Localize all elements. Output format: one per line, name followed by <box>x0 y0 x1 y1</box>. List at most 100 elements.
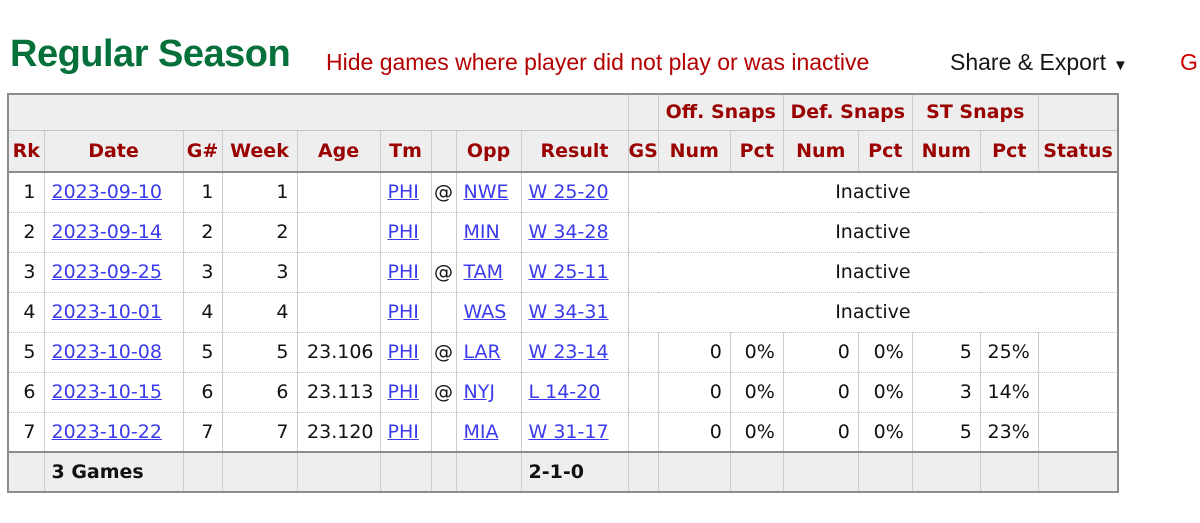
date-link[interactable]: 2023-09-14 <box>51 221 162 243</box>
cell-rk <box>8 451 45 492</box>
cell-week: 2 <box>222 212 298 253</box>
date-link[interactable]: 2023-10-01 <box>51 301 162 323</box>
cell-tm: PHI <box>380 212 432 253</box>
cell-tm: PHI <box>380 372 432 413</box>
col-header-st-pct[interactable]: Pct <box>980 130 1039 173</box>
tm-link[interactable]: PHI <box>387 420 419 443</box>
hide-inactive-note: Hide games where player did not play or … <box>326 49 870 75</box>
opp-link[interactable]: LAR <box>463 341 501 363</box>
cell-opp: WAS <box>456 292 522 333</box>
cell-rk: 5 <box>8 332 45 373</box>
cell-g: 4 <box>183 292 223 333</box>
cell-def-pct: 0% <box>858 372 913 413</box>
cell-g: 1 <box>183 172 223 213</box>
result-link[interactable]: W 23-14 <box>528 341 609 363</box>
cell-g: 6 <box>183 372 223 413</box>
opp-link[interactable]: NYJ <box>463 381 495 403</box>
cell-age <box>297 252 381 293</box>
date-link[interactable]: 2023-09-25 <box>51 261 162 283</box>
col-header-tm[interactable]: Tm <box>380 130 432 173</box>
cell-opp: MIN <box>456 212 522 253</box>
cell-result: W 34-28 <box>521 212 629 253</box>
cell-def-pct: 0% <box>858 332 913 373</box>
cell-age <box>297 172 381 213</box>
share-export-menu[interactable]: Share & Export ▼ <box>950 49 1128 76</box>
col-header-def-num[interactable]: Num <box>783 130 859 173</box>
cell-at <box>431 292 457 333</box>
tm-link[interactable]: PHI <box>387 261 419 283</box>
gamelog-table: Off. Snaps Def. Snaps ST Snaps Rk Date G… <box>7 93 1120 493</box>
col-header-age[interactable]: Age <box>297 130 381 173</box>
result-link[interactable]: W 25-20 <box>528 181 609 204</box>
cell-at: @ <box>431 332 457 373</box>
cell-tm: PHI <box>380 252 432 293</box>
cell-opp <box>456 451 522 492</box>
cell-age: 23.113 <box>297 372 381 413</box>
group-header-st-snaps: ST Snaps <box>912 94 1039 131</box>
col-header-status[interactable]: Status <box>1038 130 1119 173</box>
tm-link[interactable]: PHI <box>387 181 419 204</box>
col-header-st-num[interactable]: Num <box>912 130 981 173</box>
col-header-result[interactable]: Result <box>521 130 629 173</box>
result-link[interactable]: W 34-31 <box>528 301 609 323</box>
col-header-gnum[interactable]: G# <box>183 130 223 173</box>
col-header-gs[interactable]: GS <box>628 130 659 173</box>
cell-gs <box>628 332 659 373</box>
cell-week: 7 <box>222 412 298 453</box>
cell-off-num: 0 <box>658 372 731 413</box>
date-link[interactable]: 2023-10-08 <box>51 341 162 363</box>
column-header-row: Rk Date G# Week Age Tm Opp Result GS Num… <box>8 130 1119 173</box>
col-header-off-pct[interactable]: Pct <box>730 130 784 173</box>
tm-link[interactable]: PHI <box>387 221 419 243</box>
opp-link[interactable]: WAS <box>463 301 507 323</box>
date-link[interactable]: 2023-10-22 <box>51 420 162 443</box>
totals-row: 3 Games 2-1-0 <box>8 451 1119 492</box>
tm-link[interactable]: PHI <box>387 341 419 363</box>
opp-link[interactable]: NWE <box>463 181 509 204</box>
cell-def-pct: 0% <box>858 412 913 453</box>
date-link[interactable]: 2023-10-15 <box>51 381 162 403</box>
cell-result: W 25-20 <box>521 172 629 213</box>
opp-link[interactable]: MIN <box>463 221 500 243</box>
cell-date: 2023-09-14 <box>44 212 184 253</box>
col-header-at[interactable] <box>431 130 457 173</box>
tm-link[interactable]: PHI <box>387 301 419 323</box>
tm-link[interactable]: PHI <box>387 381 419 403</box>
col-header-opp[interactable]: Opp <box>456 130 522 173</box>
cell-at <box>431 412 457 453</box>
glossary-link[interactable]: G <box>1180 49 1198 75</box>
cell-tm: PHI <box>380 412 432 453</box>
col-header-date[interactable]: Date <box>44 130 184 173</box>
cell-status <box>1038 372 1119 413</box>
table-row: 1 2023-09-10 1 1 PHI @ NWE W 25-20 Inactive <box>8 172 1119 213</box>
cell-g <box>183 451 223 492</box>
opp-link[interactable]: MIA <box>463 420 499 443</box>
cell-week: 1 <box>222 172 298 213</box>
cell-week: 5 <box>222 332 298 373</box>
inactive-cell: Inactive <box>628 172 1119 213</box>
cell-result: L 14-20 <box>521 372 629 413</box>
result-link[interactable]: W 25-11 <box>528 261 609 283</box>
col-header-off-num[interactable]: Num <box>658 130 731 173</box>
result-link[interactable]: L 14-20 <box>528 381 601 403</box>
cell-age: 23.106 <box>297 332 381 373</box>
cell-age: 23.120 <box>297 412 381 453</box>
column-group-row: Off. Snaps Def. Snaps ST Snaps <box>8 94 1119 131</box>
table-row: 3 2023-09-25 3 3 PHI @ TAM W 25-11 Inactive <box>8 252 1119 293</box>
col-header-def-pct[interactable]: Pct <box>858 130 913 173</box>
cell-at: @ <box>431 172 457 213</box>
cell-date: 2023-10-01 <box>44 292 184 333</box>
result-link[interactable]: W 31-17 <box>528 420 609 443</box>
col-header-week[interactable]: Week <box>222 130 298 173</box>
cell-off-pct: 0% <box>730 412 784 453</box>
opp-link[interactable]: TAM <box>463 261 504 283</box>
cell-week: 4 <box>222 292 298 333</box>
result-link[interactable]: W 34-28 <box>528 221 609 243</box>
date-link[interactable]: 2023-09-10 <box>51 181 162 204</box>
cell-off-num: 0 <box>658 332 731 373</box>
share-export-label: Share & Export <box>950 49 1106 75</box>
col-header-rk[interactable]: Rk <box>8 130 45 173</box>
cell-age <box>297 451 381 492</box>
table-body: 1 2023-09-10 1 1 PHI @ NWE W 25-20 Inactive 2 2023… <box>8 172 1119 453</box>
cell-def-num: 0 <box>783 412 859 453</box>
